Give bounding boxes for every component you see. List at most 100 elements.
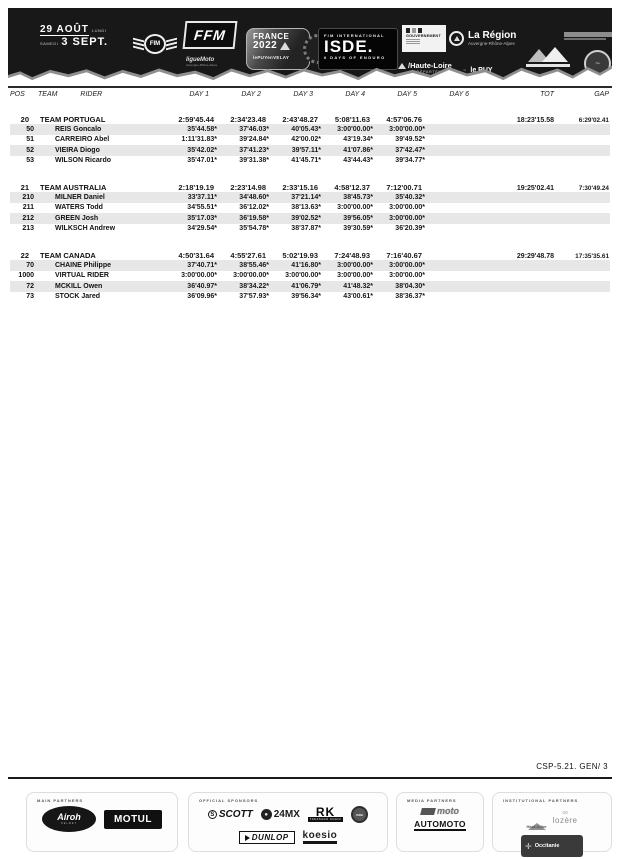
media-partners-box: MEDIA PARTNERS moto AUTOMOTO (396, 792, 484, 852)
day-cell: 39'02.52* (270, 213, 322, 224)
french-flag-icon (406, 28, 442, 33)
rider-row: 52 VIEIRA Diogo 35'42.02* 37'41.23* 39'57.11… (10, 145, 610, 156)
pos-cell: 72 (10, 281, 34, 292)
rider-row: 1000 VIRTUAL RIDER 3:00'00.00* 3:00'00.00* 3… (10, 271, 610, 282)
team-row: 22 TEAM CANADA 4:50'31.64 4:55'27.61 5:02'19… (10, 248, 610, 260)
day-cell: 39'31.38* (239, 157, 269, 165)
pos-cell: 52 (10, 145, 34, 156)
main-partners-label: MAIN PARTNERS (37, 798, 84, 803)
day-cell (426, 281, 478, 292)
dunlop-name: DUNLOP (251, 833, 289, 842)
pos-cell: 50 (10, 124, 34, 135)
rider-row: 51 CARREIRO Abel 1:11'31.83* 39'24.84* 42'00… (10, 135, 610, 146)
pos-cell: 73 (26, 293, 34, 301)
name-cell: CARREIRO Abel (55, 136, 110, 144)
date-start-label: LUNDI (91, 28, 107, 33)
fim-wing-right-icon (166, 37, 177, 51)
day-cell: 43'00.61* (343, 293, 373, 301)
day-cell: 41'48.32* (322, 281, 374, 292)
day-cell: 39'57.11* (270, 145, 322, 156)
institutional-partners-label: INSTITUTIONAL PARTNERS (503, 798, 579, 803)
spacer-row (10, 166, 610, 180)
dunlop-logo: DUNLOP (238, 831, 295, 844)
header-team-rider: TEAM RIDER (34, 91, 166, 98)
day-cell: 41'45.71* (291, 157, 321, 165)
day-cell: 33'37.11* (166, 192, 218, 203)
rider-row: 53 WILSON Ricardo 35'47.01* 39'31.38* 41'45.… (10, 156, 610, 167)
koesio-logo: koesio (303, 831, 338, 844)
day-cell: 38'37.87* (291, 225, 321, 233)
day-cell: 3:00'00.00* (337, 204, 373, 212)
rider-row: 50 REIS Goncalo 35'44.58* 37'46.03* 40'05.43… (10, 124, 610, 135)
tot-cell (478, 124, 558, 135)
pos-cell: 20 (20, 115, 29, 124)
day-cell: 38'04.30* (374, 281, 426, 292)
haute-loire-triangle-icon (398, 62, 406, 69)
moto-logo-blob (420, 807, 436, 815)
day-cell: 38'34.22* (218, 281, 270, 292)
isde-logo: FIM INTERNATIONAL ISDE. 6 DAYS OF ENDURO (318, 28, 398, 70)
moto-magazine-logo: moto (420, 806, 459, 816)
haut-allier-name: Haut-Allier (526, 824, 547, 829)
name-cell: WILKSCH Andrew (55, 225, 116, 233)
header-day3: DAY 3 (293, 91, 313, 98)
pos-cell: 210 (10, 192, 34, 203)
pos-cell: 211 (22, 204, 34, 212)
day-cell: 3:00'00.00* (389, 272, 425, 280)
header-divider (8, 86, 612, 88)
gap-cell (558, 203, 610, 214)
tot-cell (478, 203, 558, 214)
day-cell: 4:55'27.61 (230, 251, 266, 260)
date-end: 3 SEPT. (61, 36, 109, 48)
haut-allier-logo: Haut-Allier (526, 806, 547, 830)
rider-row: 210 MILNER Daniel 33'37.11* 34'48.60* 37'21.… (10, 192, 610, 203)
day-cell: 37'46.03* (218, 124, 270, 135)
day-cell: 37'41.23* (218, 145, 270, 156)
day-cell: 7:24'48.93 (334, 251, 370, 260)
day-cell: 39'56.05* (322, 213, 374, 224)
day-cell: 5:02'19.93 (282, 251, 318, 260)
day-cell: 38'13.63* (291, 204, 321, 212)
day-cell: 35'44.58* (166, 124, 218, 135)
day-cell: 4:58'12.37 (334, 183, 370, 192)
gouvernement-logo: GOUVERNEMENT (402, 25, 446, 52)
day-cell: 3:00'00.00* (374, 260, 426, 271)
day-cell: 35'40.32* (374, 192, 426, 203)
team-row: 20 TEAM PORTUGAL 2:59'45.44 2:34'23.48 2:43'… (10, 112, 610, 124)
name-cell: REIS Goncalo (34, 124, 166, 135)
automoto-logo: AUTOMOTO (414, 819, 466, 831)
region-circle-icon (449, 31, 464, 46)
pos-cell: 22 (20, 251, 29, 260)
day-cell: 34'29.54* (187, 225, 217, 233)
rider-row: 211 WATERS Todd 34'55.51* 36'12.02* 38'13.63… (10, 203, 610, 214)
tot-cell (478, 213, 558, 224)
name-cell: VIEIRA Diogo (34, 145, 166, 156)
pos-cell: 212 (10, 213, 34, 224)
day-cell: 2:23'14.98 (230, 183, 266, 192)
rider-row: 73 STOCK Jared 36'09.96* 37'57.93* 39'56.34*… (10, 292, 610, 303)
isde-logo-bottom: 6 DAYS OF ENDURO (324, 55, 386, 60)
koesio-name: koesio (302, 830, 338, 841)
fim-logo-text: FIM (144, 34, 166, 54)
day-cell: 3:00'00.00* (322, 260, 374, 271)
day-cell (426, 156, 478, 167)
isde-logo-top: FIM INTERNATIONAL (324, 33, 385, 38)
name-cell: TEAM AUSTRALIA (40, 183, 107, 192)
enduro-club-logo (524, 46, 572, 70)
airoh-logo: Airoh HELMET (42, 806, 96, 832)
day-cell (426, 224, 478, 235)
name-cell: WILSON Ricardo (55, 157, 112, 165)
day-cell: 41'07.86* (322, 145, 374, 156)
day-cell: 37'21.14* (270, 192, 322, 203)
day-cell (426, 271, 478, 282)
day-cell (426, 124, 478, 135)
day-cell: 5:08'11.63 (334, 115, 370, 124)
tot-cell (478, 260, 558, 271)
gouvernement-text: GOUVERNEMENT (406, 34, 441, 38)
day-cell: 37'40.71* (166, 260, 218, 271)
region-sub: Auvergne-Rhône-Alpes (468, 41, 515, 46)
day-cell: 39'56.34* (291, 293, 321, 301)
ffm-logo: FFM (182, 21, 238, 49)
day-cell: 38'45.73* (322, 192, 374, 203)
day-cell: 38'55.46* (218, 260, 270, 271)
